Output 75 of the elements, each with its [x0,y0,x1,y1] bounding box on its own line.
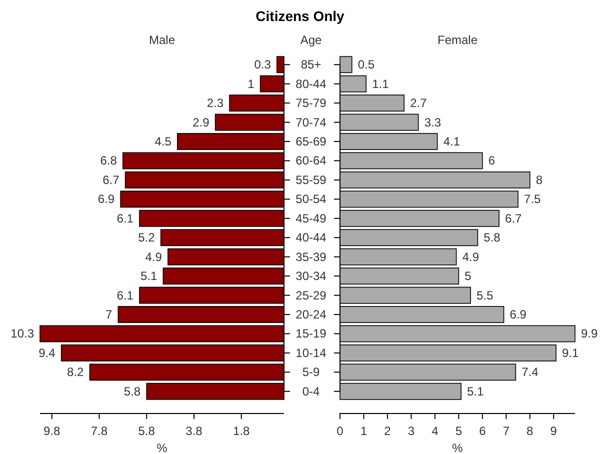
data-label: 6.7 [505,211,522,226]
chart-subtitle: Male [148,33,176,47]
y-tick-label: 80-44 [296,76,327,91]
data-label: 6.8 [100,154,118,168]
data-label: 2.3 [206,96,224,110]
data-label: 4.5 [154,134,172,148]
data-label: 8 [536,172,543,187]
data-label: 7.4 [522,365,539,380]
data-label: 9.9 [581,326,598,341]
x-tick-label: 0 [336,424,344,438]
y-tick-label: 20-24 [296,308,327,322]
data-label: 7.5 [524,192,542,206]
data-label: 9.1 [562,346,580,360]
data-label: 9.4 [38,346,56,360]
x-axis-title: % [452,441,464,454]
chart-subtitle: Female [437,33,478,47]
data-label: 0.3 [254,58,272,72]
x-tick-label: 6 [479,424,486,438]
data-label: 5.8 [484,230,501,245]
data-label: 2.7 [410,96,428,110]
x-tick-label: 3.8 [186,424,203,438]
data-label: 4.9 [145,250,162,264]
y-tick-label: 30-34 [296,269,327,284]
y-tick-label: 70-74 [296,115,327,130]
y-tick-label: 50-54 [296,192,327,206]
data-label: 6 [488,154,496,168]
y-tick-label: 85+ [300,58,322,72]
y-tick-label: 55-59 [296,172,327,187]
data-label: 5.8 [124,384,141,398]
x-axis-title: % [156,441,168,454]
data-label: 6.1 [116,211,134,226]
data-label: 4.9 [462,250,480,264]
data-label: 4.1 [443,134,460,148]
y-tick-label: 75-79 [296,96,327,110]
data-label: 7 [105,308,112,322]
y-tick-label: 45-49 [296,211,327,226]
x-tick-label: 4 [432,424,439,438]
x-tick-label: 1 [360,424,368,438]
data-label: 5 [464,269,472,284]
y-tick-label: 60-64 [296,154,327,168]
data-label: 1 [248,76,255,91]
data-label: 6.9 [510,308,527,322]
data-label: 6.7 [102,172,120,187]
x-tick-label: 7.8 [90,424,108,438]
x-tick-label: 5.8 [138,424,156,438]
x-tick-label: 2 [384,424,392,438]
data-label: 6.9 [98,192,115,206]
data-label: 5.1 [140,269,158,284]
data-label: 2.9 [192,115,210,130]
y-axis-title: Age [300,33,322,47]
y-tick-label: 25-29 [296,288,327,302]
x-tick-label: 8 [526,424,534,438]
data-label: 5.1 [467,384,484,398]
x-tick-label: 5 [455,424,462,438]
y-tick-label: 35-39 [296,250,327,264]
data-label: 5.5 [476,288,494,302]
data-label: 6.1 [116,288,134,302]
x-tick-label: 9 [550,424,558,438]
y-tick-label: 0-4 [302,384,320,398]
data-label: 1.1 [372,76,390,91]
data-label: 8.2 [67,365,84,380]
data-label: 3.3 [424,115,442,130]
x-tick-label: 3 [408,424,415,438]
x-tick-label: 1.8 [233,424,250,438]
y-tick-label: 5-9 [302,365,320,380]
y-tick-label: 15-19 [296,326,327,341]
chart-title: Citizens Only [256,8,345,24]
x-tick-label: 9.8 [44,424,61,438]
x-tick-label: 7 [502,424,510,438]
y-tick-label: 40-44 [296,230,327,245]
data-label: 0.5 [358,58,375,72]
y-tick-label: 65-69 [296,134,327,148]
data-label: 10.3 [10,326,34,341]
data-label: 5.2 [138,230,156,245]
y-tick-label: 10-14 [296,346,327,360]
